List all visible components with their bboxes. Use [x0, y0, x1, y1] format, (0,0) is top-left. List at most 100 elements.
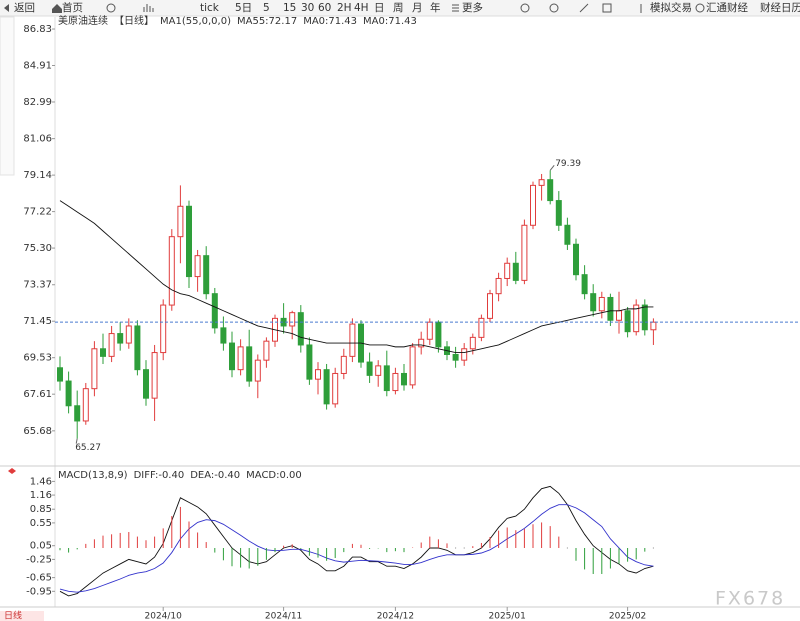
toolbar-button[interactable]: 60 [318, 2, 331, 14]
footer-tab-bg[interactable] [0, 611, 44, 621]
candle-body [177, 205, 184, 238]
footer-tab[interactable]: 日线 [4, 610, 22, 621]
candle-body [418, 338, 425, 348]
side-tools[interactable] [0, 16, 15, 176]
y-tick-label: 77.22 [23, 207, 52, 218]
indicator-icon[interactable] [143, 4, 154, 12]
candle-body [332, 372, 339, 405]
candle-body [211, 293, 218, 329]
macd-bar [652, 547, 655, 549]
candle-body [143, 369, 149, 399]
macd-bar [566, 547, 569, 549]
toolbar-button[interactable]: 首页 [62, 1, 83, 14]
toolbar-button[interactable]: 2H [337, 2, 352, 14]
refresh-icon[interactable] [106, 3, 116, 13]
ma-line [59, 200, 654, 354]
x-tick-label: 2024/11 [265, 612, 302, 621]
low-pointer [75, 438, 78, 444]
candle-body [521, 224, 528, 281]
toolbar-button[interactable]: 日 [374, 2, 385, 14]
candle-body [246, 346, 253, 382]
toolbar-button[interactable]: 4H [354, 2, 369, 14]
legend-entry: MACD:0.00 [246, 470, 302, 481]
y-tick-label: 73.37 [23, 280, 52, 291]
candle-body [125, 325, 132, 344]
zoom-in-icon[interactable] [549, 3, 559, 13]
candle-body [598, 296, 605, 312]
candle-body [426, 321, 433, 340]
y-tick-label: 82.99 [23, 97, 52, 108]
news-icon[interactable] [695, 3, 705, 13]
candle-body [151, 352, 158, 399]
candle-body [289, 312, 296, 327]
macd-line [59, 485, 654, 597]
candle-body [297, 312, 304, 346]
toolbar-button[interactable]: 汇通财经 [706, 1, 748, 14]
back-icon[interactable] [4, 4, 9, 12]
candle-body [315, 369, 321, 380]
y-tick-label: 81.06 [23, 134, 52, 145]
candle-body [452, 353, 459, 361]
candle-body [134, 325, 141, 371]
y-tick-label: -0.25 [26, 554, 52, 565]
candle-body [478, 317, 485, 338]
candle-body [487, 293, 493, 319]
home-icon[interactable] [52, 4, 62, 13]
candle-body [392, 372, 399, 392]
candle-body [366, 361, 373, 376]
candle-body [530, 184, 536, 226]
toolbar-button[interactable]: 模拟交易 [650, 1, 692, 14]
y-tick-label: 0.55 [30, 518, 52, 529]
candle-body [633, 304, 640, 333]
candle-body [306, 344, 313, 380]
toolbar-button[interactable]: 财经日历 [760, 1, 800, 14]
y-tick-label: 67.61 [23, 389, 52, 400]
candle-body [555, 200, 562, 226]
macd-bar [455, 547, 457, 549]
watermark: FX678 [715, 588, 785, 610]
candle-body [435, 321, 442, 348]
toolbar-button[interactable]: 周 [393, 2, 404, 14]
toolbar-button[interactable]: 年 [430, 1, 441, 14]
legend-entry: DIFF:-0.40 [134, 470, 185, 481]
draw-icon[interactable] [579, 3, 589, 13]
legend-entry: MA55:72.17 [237, 16, 297, 27]
candle-body [186, 205, 192, 278]
layout-icon[interactable] [602, 3, 612, 13]
candle-body [74, 405, 81, 422]
candle-body [220, 327, 227, 344]
candle-body [194, 255, 201, 278]
candle-body [564, 224, 571, 245]
candle-body [254, 359, 261, 382]
toolbar-button[interactable]: 月 [412, 2, 423, 14]
toolbar-button[interactable]: 更多 [462, 1, 483, 14]
toolbar-button[interactable]: 15 [283, 2, 296, 14]
macd-settings-icon[interactable] [8, 468, 16, 474]
toolbar-button[interactable]: tick [200, 2, 220, 14]
legend-entry: MA1(55,0,0,0) [160, 16, 231, 27]
candle-body [607, 296, 614, 321]
candle-body [461, 348, 468, 361]
y-tick-label: -0.95 [26, 586, 52, 597]
candle-body [100, 348, 106, 357]
candle-body [340, 355, 347, 374]
toolbar-button[interactable]: 5 [263, 2, 270, 14]
toolbar-button[interactable]: 30 [301, 2, 314, 14]
toolbar-button[interactable]: 5日 [235, 2, 252, 14]
candle-body [82, 388, 89, 422]
legend-entry: 美原油连续 [58, 14, 108, 27]
candle-body [590, 293, 597, 312]
zoom-out-icon[interactable] [520, 3, 530, 13]
high-label: 79.39 [555, 159, 581, 169]
legend-entry: MA0:71.43 [303, 16, 357, 27]
candle-body [401, 372, 407, 386]
candle-body [237, 346, 244, 371]
more-icon[interactable] [452, 4, 459, 12]
x-tick-label: 2024/10 [145, 612, 183, 621]
y-tick-label: 71.45 [23, 316, 52, 327]
candle-body [168, 236, 175, 306]
candle-body [349, 323, 356, 357]
x-tick-label: 2024/12 [377, 612, 414, 621]
toolbar-button[interactable]: 返回 [14, 2, 35, 14]
